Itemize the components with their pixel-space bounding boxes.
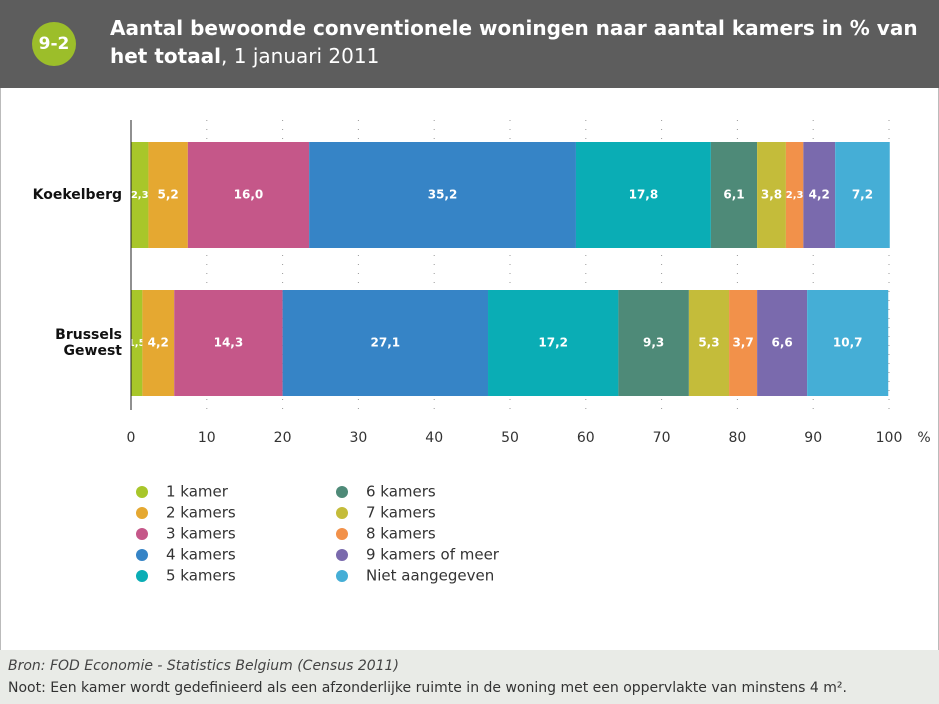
bar-segment bbox=[807, 290, 889, 396]
bar-segment bbox=[785, 142, 804, 248]
x-tick-label: 60 bbox=[577, 430, 595, 446]
x-tick-label: 0 bbox=[127, 430, 136, 446]
bar-segment bbox=[757, 290, 808, 396]
title-block: Aantal bewoonde conventionele woningen n… bbox=[110, 14, 920, 70]
bar-segment bbox=[488, 290, 619, 396]
data-label: 35,2 bbox=[428, 188, 458, 202]
bar-segment bbox=[757, 142, 786, 248]
x-tick-label: 30 bbox=[349, 430, 367, 446]
bar-segment bbox=[575, 142, 711, 248]
x-tick-label: 70 bbox=[653, 430, 671, 446]
legend-swatch bbox=[336, 486, 348, 498]
data-label: 16,0 bbox=[234, 188, 264, 202]
data-label: 27,1 bbox=[371, 336, 401, 350]
bar-segment bbox=[148, 142, 188, 248]
bar-segment bbox=[688, 290, 730, 396]
chart-title: Aantal bewoonde conventionele woningen n… bbox=[110, 16, 918, 68]
data-label: 4,2 bbox=[148, 336, 169, 350]
legend-swatch bbox=[136, 528, 148, 540]
x-tick-label: 10 bbox=[198, 430, 216, 446]
bar-segment bbox=[835, 142, 890, 248]
bar-segment bbox=[187, 142, 310, 248]
legend-label: 7 kamers bbox=[366, 504, 436, 522]
x-tick-label: 50 bbox=[501, 430, 519, 446]
legend-label: 4 kamers bbox=[166, 546, 236, 564]
figure-number: 9-2 bbox=[32, 22, 76, 66]
bar-segment bbox=[710, 142, 758, 248]
legend-label: 1 kamer bbox=[166, 483, 229, 501]
x-tick-label: 40 bbox=[425, 430, 443, 446]
data-label: 4,2 bbox=[809, 188, 830, 202]
data-label: 14,3 bbox=[214, 336, 244, 350]
data-label: 6,1 bbox=[723, 188, 744, 202]
legend-label: 3 kamers bbox=[166, 525, 236, 543]
data-label: 3,8 bbox=[761, 188, 782, 202]
note: Noot: Een kamer wordt gedefinieerd als e… bbox=[8, 680, 847, 696]
bar-segment bbox=[131, 142, 149, 248]
bar-segment bbox=[282, 290, 489, 396]
legend-label: 8 kamers bbox=[366, 525, 436, 543]
data-label: 10,7 bbox=[833, 336, 863, 350]
header: 9-2 Aantal bewoonde conventionele woning… bbox=[0, 0, 939, 88]
category-label: Koekelberg bbox=[32, 187, 122, 203]
legend-label: 2 kamers bbox=[166, 504, 236, 522]
category-label: Brussels Gewest bbox=[55, 327, 122, 359]
x-tick-label: 20 bbox=[274, 430, 292, 446]
legend-swatch bbox=[336, 507, 348, 519]
legend-swatch bbox=[336, 528, 348, 540]
data-label: 17,8 bbox=[629, 188, 659, 202]
footer: Bron: FOD Economie - Statistics Belgium … bbox=[0, 650, 939, 704]
legend-swatch bbox=[136, 570, 148, 582]
chart-subtitle: , 1 januari 2011 bbox=[221, 44, 380, 68]
bar-segment bbox=[803, 142, 836, 248]
data-label: 5,3 bbox=[698, 336, 719, 350]
bar-segment bbox=[174, 290, 283, 396]
data-label: 2,3 bbox=[786, 190, 804, 201]
x-tick-label: 90 bbox=[804, 430, 822, 446]
x-tick-label: 80 bbox=[728, 430, 746, 446]
bar-segment bbox=[131, 290, 143, 396]
x-tick-label: 100 bbox=[876, 430, 903, 446]
bar-segment bbox=[618, 290, 689, 396]
data-label: 3,7 bbox=[732, 336, 753, 350]
legend-label: 5 kamers bbox=[166, 567, 236, 585]
bar-segment bbox=[142, 290, 175, 396]
data-label: 1,5 bbox=[128, 338, 146, 349]
legend-label: 6 kamers bbox=[366, 483, 436, 501]
legend-label: 9 kamers of meer bbox=[366, 546, 500, 564]
data-label: 7,2 bbox=[852, 188, 873, 202]
data-label: 17,2 bbox=[538, 336, 568, 350]
legend-swatch bbox=[336, 570, 348, 582]
source: Bron: FOD Economie - Statistics Belgium … bbox=[8, 658, 399, 674]
legend-swatch bbox=[136, 486, 148, 498]
data-label: 5,2 bbox=[158, 188, 179, 202]
legend-swatch bbox=[336, 549, 348, 561]
data-label: 2,3 bbox=[131, 190, 149, 201]
legend-label: Niet aangegeven bbox=[366, 567, 494, 585]
legend-swatch bbox=[136, 507, 148, 519]
x-axis-unit: % bbox=[917, 430, 930, 446]
data-label: 9,3 bbox=[643, 336, 664, 350]
legend-swatch bbox=[136, 549, 148, 561]
data-label: 6,6 bbox=[771, 336, 792, 350]
bar-segment bbox=[309, 142, 576, 248]
bar-segment bbox=[729, 290, 758, 396]
